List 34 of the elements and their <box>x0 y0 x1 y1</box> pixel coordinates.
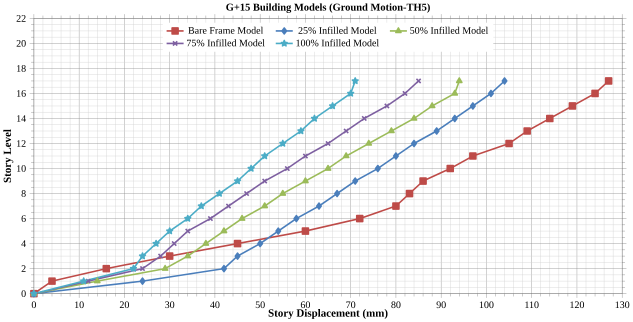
legend-label: 100% Infilled Model <box>296 39 379 46</box>
x-tick-label: 100 <box>480 301 494 308</box>
x-tick-label: 120 <box>570 301 584 308</box>
y-tick-label: 12 <box>17 140 26 147</box>
y-axis-title: Story Level <box>3 129 14 182</box>
legend-label: 50% Infilled Model <box>410 26 488 34</box>
y-tick-label: 18 <box>17 64 26 72</box>
x-tick-label: 90 <box>436 301 446 308</box>
y-tick-label: 0 <box>22 290 26 297</box>
x-axis-title: Story Displacement (mm) <box>268 308 388 319</box>
x-tick-label: 70 <box>346 301 356 308</box>
x-tick-label: 0 <box>32 301 36 308</box>
y-tick-label: 16 <box>17 90 26 97</box>
chart-title: G+15 Building Models (Ground Motion-TH5) <box>226 3 430 13</box>
x-tick-label: 40 <box>210 301 220 308</box>
legend-label: 75% Infilled Model <box>187 39 265 46</box>
x-tick-label: 50 <box>256 301 265 308</box>
y-tick-label: 22 <box>16 14 26 22</box>
x-tick-label: 130 <box>616 301 630 308</box>
y-tick-label: 14 <box>17 115 26 122</box>
y-tick-label: 2 <box>22 265 26 272</box>
y-tick-label: 8 <box>22 190 26 197</box>
y-tick-label: 20 <box>16 40 26 47</box>
x-tick-label: 80 <box>391 301 401 308</box>
x-tick-label: 30 <box>165 301 174 308</box>
x-tick-label: 60 <box>300 301 310 308</box>
x-tick-label: 20 <box>120 301 130 308</box>
x-tick-label: 110 <box>525 301 539 308</box>
legend-label: 25% Infilled Model <box>298 26 376 34</box>
y-tick-label: 4 <box>21 240 26 247</box>
y-tick-label: 6 <box>22 215 26 222</box>
legend-label: Bare Frame Model <box>188 26 264 34</box>
y-tick-label: 10 <box>17 165 26 172</box>
x-tick-label: 10 <box>75 301 84 308</box>
